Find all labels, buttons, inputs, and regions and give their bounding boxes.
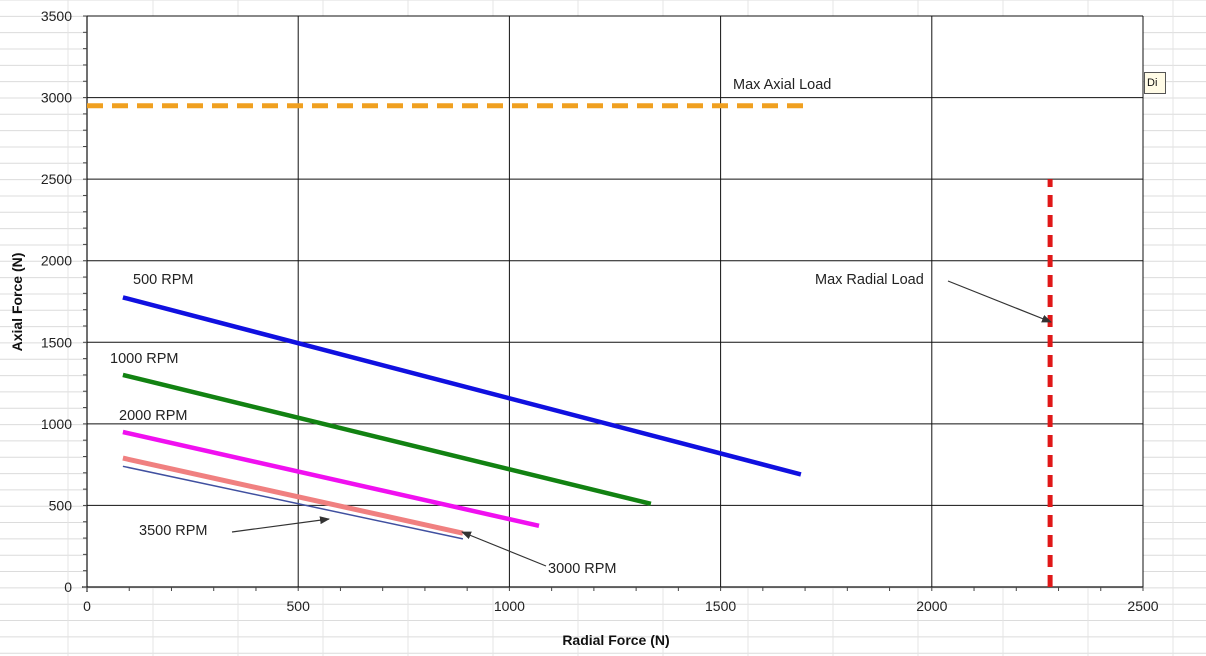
y-tick-label: 1500 [41, 334, 72, 350]
annotation-1000-rpm: 1000 RPM [110, 351, 179, 367]
series-line-500-rpm [122, 295, 802, 477]
y-tick-label: 3000 [41, 90, 72, 106]
3500-rpm-arrow [231, 516, 330, 533]
annotation-max-axial-load: Max Axial Load [733, 77, 831, 93]
series-line-3000-rpm [122, 455, 464, 536]
series-line-2000-rpm [122, 429, 540, 528]
y-tick-label: 3500 [41, 8, 72, 24]
y-tick-label: 500 [49, 497, 73, 513]
series-line-3500-rpm [122, 465, 464, 540]
gridlines [86, 15, 1144, 588]
x-tick-label: 2000 [916, 598, 947, 614]
x-tick-label: 2500 [1127, 598, 1158, 614]
annotation-500-rpm: 500 RPM [133, 272, 193, 288]
partial-label-chip: Di [1144, 72, 1166, 94]
outer-area [1143, 16, 1206, 656]
y-tick-label: 1000 [41, 416, 72, 432]
series-lines [87, 103, 1053, 587]
annotation-max-radial-load: Max Radial Load [815, 272, 924, 288]
tick-labels: 0 500 1000 1500 2000 2500 3000 3500 0 500 1000 1500… [41, 8, 1159, 614]
x-tick-label: 1000 [494, 598, 525, 614]
3000-rpm-arrow [461, 531, 547, 567]
annotation-3500-rpm: 3500 RPM [139, 523, 208, 539]
x-tick-label: 500 [287, 598, 311, 614]
y-tick-label: 0 [64, 579, 72, 595]
y-axis-label: Axial Force (N) [9, 253, 25, 352]
x-axis-label: Radial Force (N) [562, 632, 669, 648]
x-tick-label: 0 [83, 598, 91, 614]
x-tick-label: 1500 [705, 598, 736, 614]
annotations: 500 RPM 1000 RPM 2000 RPM 3000 RPM 3500 RPM M… [110, 77, 1052, 577]
max-radial-load-arrow [947, 280, 1052, 323]
annotation-2000-rpm: 2000 RPM [119, 408, 188, 424]
axes [82, 15, 1144, 592]
y-tick-label: 2500 [41, 171, 72, 187]
y-tick-label: 2000 [41, 253, 72, 269]
annotation-3000-rpm: 3000 RPM [548, 561, 617, 577]
series-line-1000-rpm [122, 372, 652, 506]
plot-area [87, 16, 1143, 587]
